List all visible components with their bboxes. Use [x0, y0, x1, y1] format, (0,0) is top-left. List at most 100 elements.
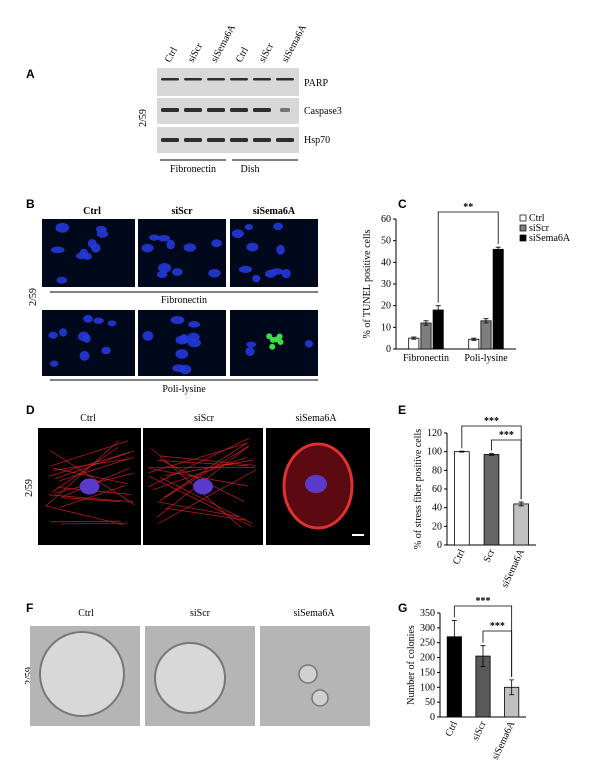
bar — [421, 323, 431, 349]
legend-swatch — [520, 235, 526, 241]
panel-label: C — [398, 197, 407, 211]
nucleus — [211, 239, 222, 247]
bar — [493, 249, 503, 349]
nucleus — [252, 275, 260, 282]
bar — [454, 452, 469, 545]
y-tick-label: 0 — [437, 540, 442, 551]
lane-label: Ctrl — [163, 45, 180, 64]
y-tick-label: 350 — [420, 608, 435, 619]
nucleus — [101, 347, 111, 354]
column-label: siScr — [194, 413, 215, 424]
nucleus — [158, 235, 170, 242]
column-label: Ctrl — [83, 206, 101, 217]
y-tick-label: 50 — [425, 697, 435, 708]
nucleus — [50, 360, 58, 366]
apoptotic-nucleus — [278, 339, 284, 345]
colony — [155, 643, 225, 713]
column-label: siSema6A — [295, 413, 337, 424]
significance-label: ** — [463, 202, 473, 213]
nucleus — [273, 223, 283, 230]
side-label: 2/59 — [138, 109, 149, 127]
nucleus — [175, 349, 188, 359]
group-label: Fibronectin — [170, 164, 216, 175]
colony — [40, 632, 124, 716]
y-tick-label: 40 — [432, 503, 442, 514]
side-label: 2/59 — [28, 288, 39, 306]
band-label: PARP — [304, 78, 329, 89]
significance-label: *** — [499, 430, 514, 441]
blot-band — [253, 108, 271, 112]
significance-label: *** — [476, 596, 491, 607]
legend-label: siSema6A — [529, 233, 571, 244]
legend-swatch — [520, 215, 526, 221]
column-label: Ctrl — [78, 608, 94, 619]
y-tick-label: 100 — [420, 682, 435, 693]
nucleus — [184, 243, 197, 252]
x-tick-label: Ctrl — [444, 719, 461, 738]
nucleus — [180, 365, 192, 374]
blot-band — [161, 108, 179, 112]
y-tick-label: 40 — [381, 257, 391, 268]
significance-bracket — [438, 212, 498, 303]
y-tick-label: 300 — [420, 623, 435, 634]
blot-band — [184, 78, 202, 81]
panel-label: F — [26, 601, 33, 615]
x-tick-label: siScr — [470, 719, 489, 742]
nucleus — [55, 223, 69, 233]
panel-label: D — [26, 403, 35, 417]
blot-band — [276, 78, 294, 81]
blot-band — [207, 78, 225, 81]
nucleus — [158, 263, 171, 273]
apoptotic-nucleus — [269, 344, 275, 350]
micrograph — [230, 310, 318, 376]
blot-band — [253, 78, 271, 81]
nucleus — [187, 333, 200, 342]
blot-band — [280, 108, 290, 112]
y-tick-label: 20 — [381, 301, 391, 312]
blot-band — [207, 108, 225, 112]
row-label: Fibronectin — [161, 295, 207, 306]
y-tick-label: 80 — [432, 465, 442, 476]
x-tick-label: Scr — [482, 547, 498, 564]
nucleus — [246, 243, 258, 252]
nucleus — [270, 268, 283, 275]
group-label: Dish — [241, 164, 260, 175]
nucleus — [171, 316, 185, 324]
nucleus — [176, 336, 189, 345]
nucleus — [76, 252, 88, 259]
nucleus — [80, 351, 90, 361]
nucleus — [166, 240, 174, 250]
blot-band — [230, 138, 248, 142]
x-tick-label: Ctrl — [451, 547, 468, 566]
column-label: siScr — [171, 206, 193, 217]
row-label: Poli-lysine — [162, 384, 206, 395]
y-tick-label: 20 — [432, 521, 442, 532]
nucleus — [245, 347, 254, 356]
lane-label: Ctrl — [234, 45, 251, 64]
column-label: siSema6A — [253, 206, 296, 217]
nucleus — [276, 245, 285, 255]
y-tick-label: 50 — [381, 236, 391, 247]
blot-band — [253, 138, 271, 142]
y-tick-label: 120 — [427, 428, 442, 439]
panel-label: E — [398, 403, 406, 417]
nucleus — [246, 341, 256, 347]
nucleus — [239, 266, 252, 273]
side-label: 2/59 — [24, 479, 35, 497]
y-tick-label: 250 — [420, 638, 435, 649]
significance-label: *** — [484, 416, 499, 427]
nucleus — [245, 224, 253, 230]
lane-label: siSema6A — [280, 22, 309, 64]
nucleus — [232, 229, 244, 238]
bar — [409, 338, 419, 349]
x-tick-label: Poli-lysine — [464, 353, 508, 364]
lane-label: siScr — [186, 41, 205, 64]
column-label: siScr — [190, 608, 211, 619]
blot-band — [161, 138, 179, 142]
bar — [481, 321, 491, 349]
nucleus — [172, 268, 183, 276]
nucleus — [51, 246, 65, 253]
colony — [312, 690, 328, 706]
nucleus — [108, 320, 117, 326]
significance-label: *** — [490, 621, 505, 632]
